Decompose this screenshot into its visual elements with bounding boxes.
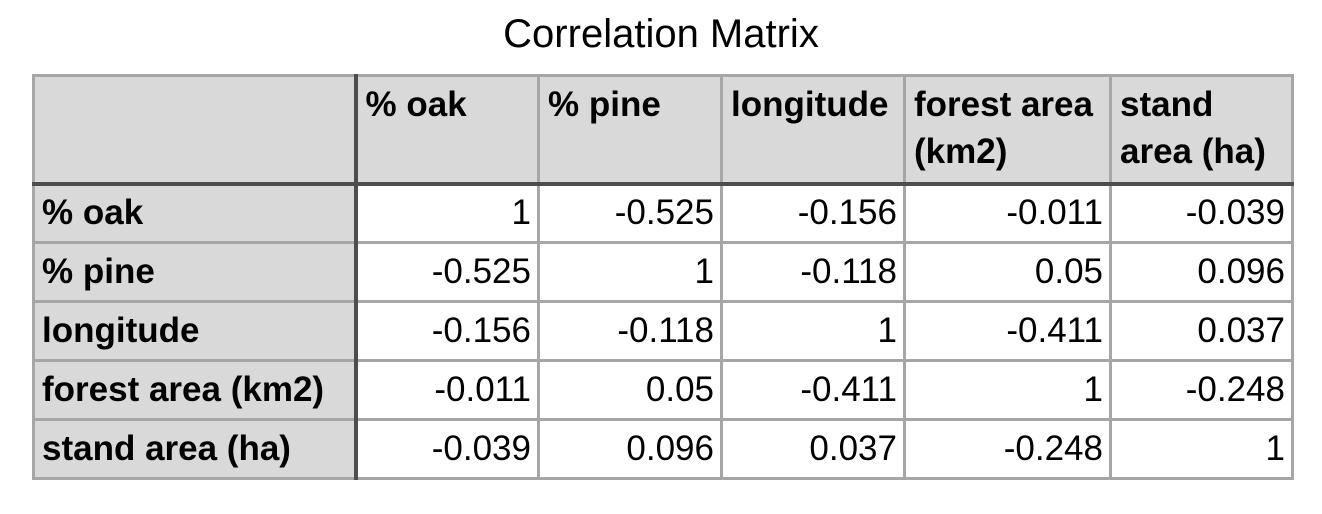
- table-body: % oak 1 -0.525 -0.156 -0.011 -0.039 % pi…: [32, 182, 1294, 480]
- row-header: % pine: [32, 241, 358, 303]
- table-cell: 1: [1109, 418, 1294, 480]
- table-cell: 1: [354, 182, 540, 244]
- row-header: % oak: [32, 182, 358, 244]
- table-cell: 0.096: [537, 418, 723, 480]
- column-header: longitude: [720, 74, 906, 186]
- table-cell: 1: [537, 241, 723, 303]
- table-cell: -0.039: [1109, 182, 1294, 244]
- table-cell: 0.096: [1109, 241, 1294, 303]
- corner-cell: [32, 74, 358, 186]
- table-cell: 0.05: [537, 359, 723, 421]
- table-row: forest area (km2) -0.011 0.05 -0.411 1 -…: [32, 359, 1294, 421]
- table-cell: -0.525: [537, 182, 723, 244]
- table-cell: 0.037: [1109, 300, 1294, 362]
- chart-title: Correlation Matrix: [503, 12, 819, 56]
- row-header: stand area (ha): [32, 418, 358, 480]
- table-cell: 0.037: [720, 418, 906, 480]
- column-header: forest area (km2): [903, 74, 1112, 186]
- column-header: stand area (ha): [1109, 74, 1294, 186]
- table-cell: -0.411: [903, 300, 1112, 362]
- row-header: longitude: [32, 300, 358, 362]
- header-row: % oak % pine longitude forest area (km2)…: [32, 74, 1294, 186]
- correlation-table: % oak % pine longitude forest area (km2)…: [32, 74, 1294, 480]
- table-row: longitude -0.156 -0.118 1 -0.411 0.037: [32, 300, 1294, 362]
- table-cell: -0.156: [354, 300, 540, 362]
- table-cell: -0.011: [354, 359, 540, 421]
- table-cell: -0.525: [354, 241, 540, 303]
- table-cell: 0.05: [903, 241, 1112, 303]
- table-cell: -0.248: [1109, 359, 1294, 421]
- table-cell: -0.118: [720, 241, 906, 303]
- table-cell: -0.248: [903, 418, 1112, 480]
- table-cell: -0.039: [354, 418, 540, 480]
- table-header: % oak % pine longitude forest area (km2)…: [32, 74, 1294, 186]
- row-header: forest area (km2): [32, 359, 358, 421]
- table-cell: -0.118: [537, 300, 723, 362]
- table-cell: 1: [903, 359, 1112, 421]
- table-row: stand area (ha) -0.039 0.096 0.037 -0.24…: [32, 418, 1294, 480]
- table-cell: -0.411: [720, 359, 906, 421]
- table-cell: -0.156: [720, 182, 906, 244]
- column-header: % oak: [354, 74, 540, 186]
- table-row: % pine -0.525 1 -0.118 0.05 0.096: [32, 241, 1294, 303]
- table-cell: -0.011: [903, 182, 1112, 244]
- column-header: % pine: [537, 74, 723, 186]
- table-row: % oak 1 -0.525 -0.156 -0.011 -0.039: [32, 182, 1294, 244]
- table-cell: 1: [720, 300, 906, 362]
